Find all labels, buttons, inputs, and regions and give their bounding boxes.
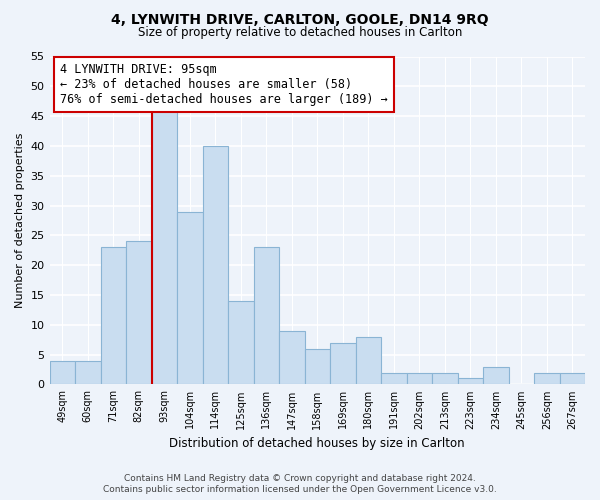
Bar bbox=[381, 372, 407, 384]
Bar bbox=[75, 360, 101, 384]
Bar bbox=[483, 366, 509, 384]
Bar bbox=[279, 331, 305, 384]
Bar bbox=[203, 146, 228, 384]
Bar bbox=[228, 301, 254, 384]
Bar bbox=[560, 372, 585, 384]
Bar bbox=[126, 242, 152, 384]
Text: 4 LYNWITH DRIVE: 95sqm
← 23% of detached houses are smaller (58)
76% of semi-det: 4 LYNWITH DRIVE: 95sqm ← 23% of detached… bbox=[60, 63, 388, 106]
Text: Contains HM Land Registry data © Crown copyright and database right 2024.
Contai: Contains HM Land Registry data © Crown c… bbox=[103, 474, 497, 494]
Bar bbox=[432, 372, 458, 384]
Bar bbox=[50, 360, 75, 384]
Bar bbox=[356, 336, 381, 384]
Bar bbox=[101, 248, 126, 384]
Bar bbox=[254, 248, 279, 384]
Text: Size of property relative to detached houses in Carlton: Size of property relative to detached ho… bbox=[138, 26, 462, 39]
Y-axis label: Number of detached properties: Number of detached properties bbox=[15, 133, 25, 308]
Bar bbox=[152, 110, 177, 384]
Text: 4, LYNWITH DRIVE, CARLTON, GOOLE, DN14 9RQ: 4, LYNWITH DRIVE, CARLTON, GOOLE, DN14 9… bbox=[111, 12, 489, 26]
Bar bbox=[177, 212, 203, 384]
Bar bbox=[534, 372, 560, 384]
Bar bbox=[458, 378, 483, 384]
Bar bbox=[305, 348, 330, 384]
Bar bbox=[330, 342, 356, 384]
X-axis label: Distribution of detached houses by size in Carlton: Distribution of detached houses by size … bbox=[169, 437, 465, 450]
Bar bbox=[407, 372, 432, 384]
